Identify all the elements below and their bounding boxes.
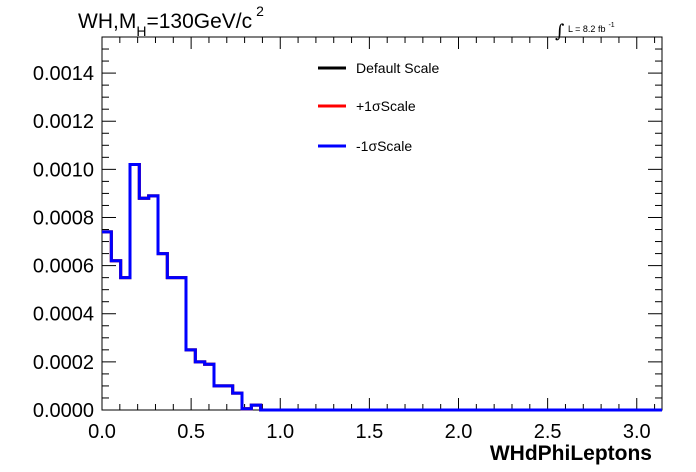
legend: Default Scale +1σScale -1σScale (318, 60, 439, 154)
x-tick-label: 2.0 (445, 421, 473, 443)
y-axis: 0.0000 0.0002 0.0004 0.0006 0.0008 0.0010 0.00… (33, 36, 662, 422)
legend-label: +1σScale (356, 98, 416, 114)
x-tick-label: 3.0 (623, 421, 651, 443)
legend-label: -1σScale (356, 138, 412, 154)
series-line (102, 163, 662, 412)
luminosity-integral: ∫ (555, 21, 565, 42)
legend-label: Default Scale (356, 60, 439, 76)
x-tick-label: 2.5 (534, 421, 562, 443)
x-axis: 0.0 0.5 1.0 1.5 2.0 2.5 3.0 (88, 37, 656, 443)
x-axis-title: WHdPhiLeptons (490, 442, 652, 465)
y-tick-label: 0.0010 (33, 159, 94, 181)
x-tick-label: 0.5 (177, 421, 205, 443)
x-tick-label: 0.0 (88, 421, 116, 443)
x-tick-label: 1.5 (355, 421, 383, 443)
series-layer (102, 163, 662, 412)
y-tick-label: 0.0006 (33, 256, 94, 278)
x-tick-label: 1.0 (266, 421, 294, 443)
y-tick-label: 0.0014 (33, 63, 94, 85)
y-tick-label: 0.0002 (33, 352, 94, 374)
series--1-scale (102, 163, 662, 412)
y-tick-label: 0.0004 (33, 304, 94, 326)
chart-title: WH,MH=130GeV/c 2 (78, 3, 264, 39)
plot-frame (101, 36, 663, 411)
luminosity-label: L = 8.2 fb -1 (568, 22, 615, 34)
y-tick-label: 0.0008 (33, 207, 94, 229)
y-tick-label: 0.0000 (33, 400, 94, 422)
y-tick-label: 0.0012 (33, 111, 94, 133)
